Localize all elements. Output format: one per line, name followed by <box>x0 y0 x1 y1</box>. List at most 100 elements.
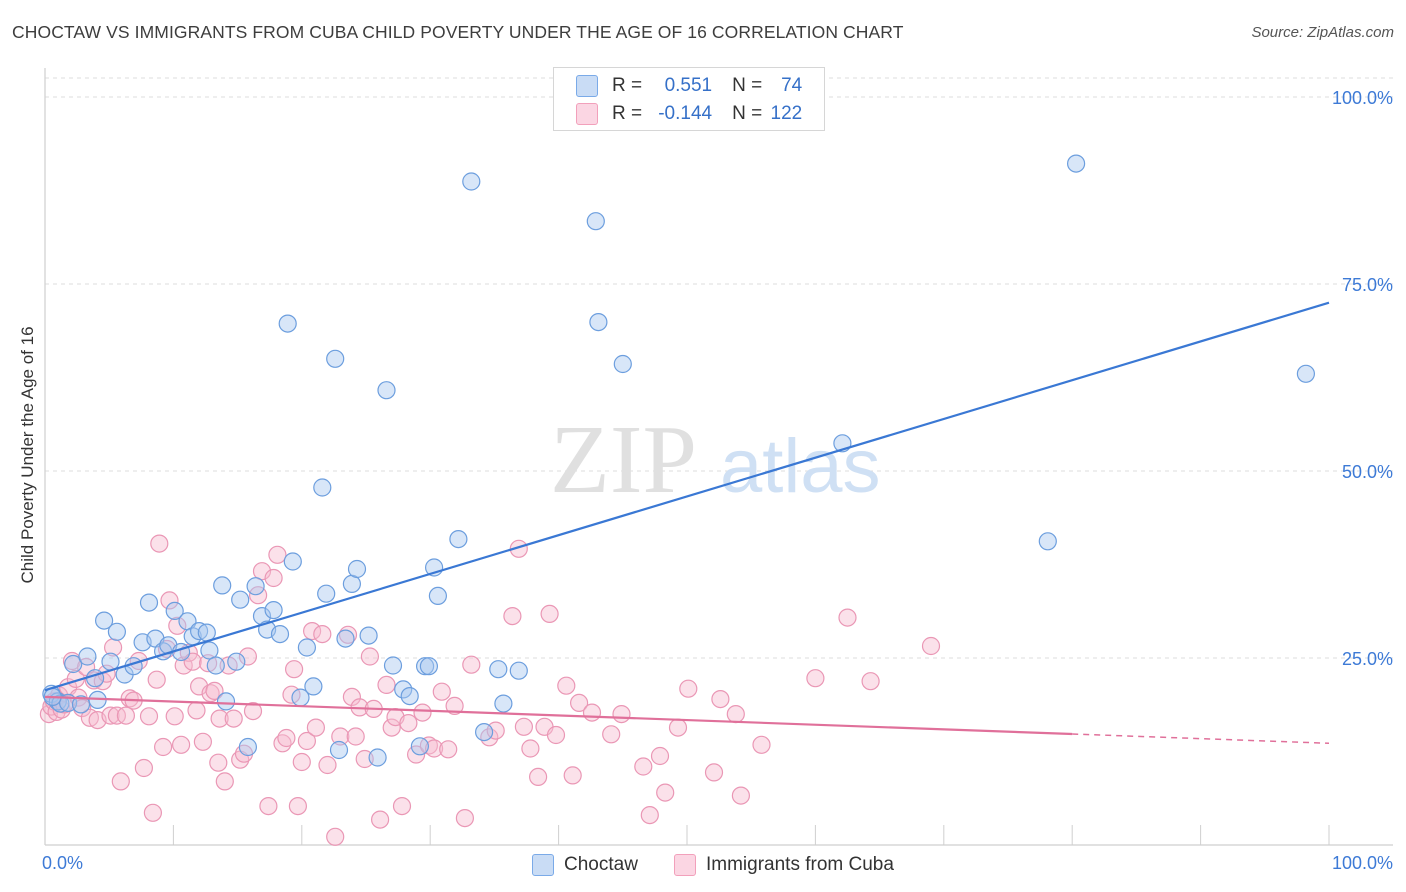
cuba-point <box>640 805 659 825</box>
choctaw-point <box>246 577 265 596</box>
choctaw-point <box>270 624 290 644</box>
stats-row-cuba: R = -0.144 N = 122 <box>576 101 802 127</box>
cuba-point <box>193 732 212 751</box>
n-label: N = <box>732 75 763 96</box>
cuba-point <box>101 706 120 725</box>
cuba-point <box>326 827 345 846</box>
choctaw-point <box>304 677 323 696</box>
cuba-point <box>154 737 173 757</box>
cuba-point <box>462 655 481 674</box>
cuba-point <box>285 660 304 679</box>
cuba-point <box>139 707 159 726</box>
cuba-point <box>546 725 566 745</box>
r-value: 0.551 <box>664 75 713 96</box>
cuba-point <box>752 735 771 754</box>
cuba-point <box>612 704 631 724</box>
cuba-point <box>540 604 559 624</box>
cuba-point <box>150 534 169 553</box>
cuba-point <box>514 717 534 736</box>
cuba-point <box>377 675 396 695</box>
cuba-point <box>455 808 474 828</box>
cuba-point <box>668 718 688 737</box>
watermark-zip: ZIP <box>550 406 697 514</box>
choctaw-point <box>200 641 219 660</box>
cuba-point <box>413 703 432 722</box>
cuba-point <box>224 709 243 728</box>
cuba-point <box>243 701 263 721</box>
n-value: 74 <box>781 75 803 96</box>
cuba-point <box>111 772 130 791</box>
y-tick-label: 75.0% <box>1342 275 1393 295</box>
trend-lines <box>44 301 1330 745</box>
choctaw-point <box>1066 154 1086 173</box>
r-value: -0.144 <box>658 103 713 124</box>
choctaw-point <box>216 692 236 711</box>
watermark: ZIP atlas <box>550 406 881 514</box>
n-label: N = <box>732 103 763 124</box>
cuba-point <box>679 679 698 698</box>
choctaw-point <box>317 584 336 603</box>
cuba-point <box>634 757 653 776</box>
cuba-point <box>215 772 234 791</box>
choctaw-point <box>489 660 508 679</box>
choctaw-point <box>475 722 494 742</box>
choctaw-point <box>165 601 184 621</box>
choctaw-point <box>213 576 232 595</box>
choctaw-point <box>613 354 632 374</box>
choctaw-point <box>336 629 355 648</box>
cuba-point <box>134 758 153 778</box>
cuba-point <box>861 672 880 691</box>
cuba-point <box>557 676 576 695</box>
choctaw-point <box>329 740 349 760</box>
choctaw-point <box>419 657 438 676</box>
cuba-point <box>528 767 548 787</box>
cuba-point <box>172 735 191 754</box>
cuba-point <box>360 647 379 666</box>
choctaw-point <box>383 656 403 675</box>
choctaw-point <box>326 349 345 368</box>
choctaw-point <box>231 590 250 609</box>
y-tick-label: 50.0% <box>1342 462 1393 482</box>
choctaw-point <box>416 657 435 676</box>
cuba-point <box>425 739 444 758</box>
choctaw-point <box>494 694 513 713</box>
choctaw-point <box>190 621 209 641</box>
chart-title: CHOCTAW VS IMMIGRANTS FROM CUBA CHILD PO… <box>12 22 904 42</box>
choctaw-point <box>238 737 257 757</box>
cuba-point <box>806 669 825 688</box>
choctaw-point <box>462 172 481 191</box>
cuba-point <box>602 725 621 744</box>
choctaw-point <box>589 313 608 332</box>
choctaw-point <box>94 611 114 630</box>
cuba-point <box>439 740 458 759</box>
cuba-point <box>331 727 350 746</box>
choctaw-point <box>283 552 302 571</box>
cuba-point <box>432 682 451 701</box>
cuba-point <box>297 731 316 751</box>
legend-item-cuba: Immigrants from Cuba <box>674 851 894 879</box>
y-tick-label: 25.0% <box>1342 649 1393 669</box>
choctaw-point <box>394 680 413 699</box>
cuba-point <box>116 706 136 725</box>
cuba-point <box>392 796 412 816</box>
cuba-point <box>187 701 206 720</box>
cuba-point <box>731 786 751 805</box>
cuba-point <box>277 728 296 748</box>
cuba-point <box>371 810 390 829</box>
axes <box>44 68 1393 846</box>
cuba-point <box>711 689 730 709</box>
choctaw-point <box>278 314 297 333</box>
r-label: R = <box>612 103 643 124</box>
y-tick-label: 100.0% <box>1332 88 1393 108</box>
n-value: 122 <box>770 103 803 124</box>
cuba-point <box>650 746 670 766</box>
cuba-point <box>264 568 283 588</box>
cuba-point <box>582 703 602 722</box>
cuba-point <box>306 718 325 737</box>
choctaw-point <box>139 593 159 612</box>
cuba-point <box>563 766 582 785</box>
cuba-point <box>303 621 322 641</box>
cuba-point <box>165 707 184 726</box>
cuba-point <box>210 709 229 728</box>
x-tick-label: 100.0% <box>1332 853 1393 873</box>
